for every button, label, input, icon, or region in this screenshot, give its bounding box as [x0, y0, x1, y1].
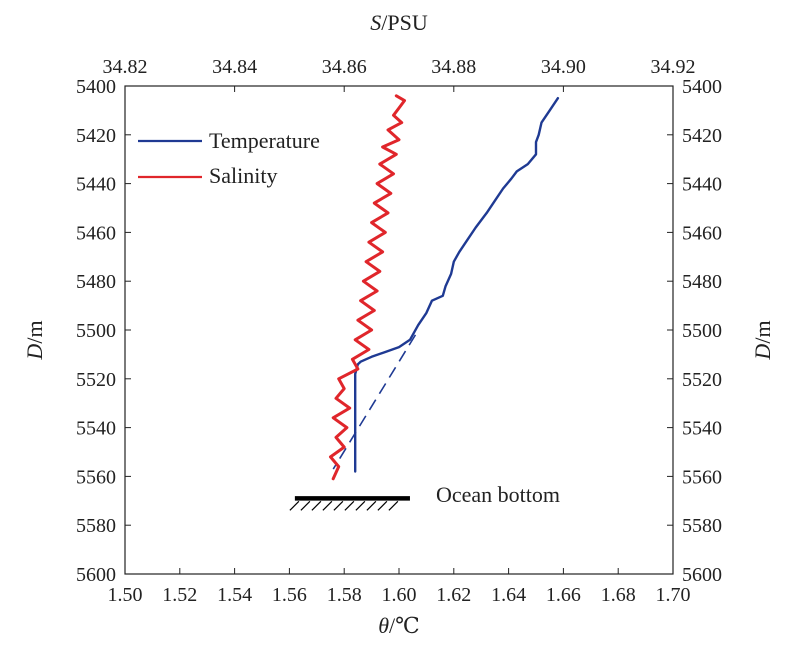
bottom-tick-label: 1.68 — [601, 584, 636, 606]
temperature-series-line — [354, 97, 560, 473]
top-tick-label: 34.88 — [431, 56, 476, 78]
right-tick-label: 5580 — [682, 515, 722, 537]
ocean-bottom-hatch — [366, 500, 377, 511]
left-tick-label: 5420 — [76, 125, 116, 147]
right-tick-label: 5440 — [682, 174, 722, 196]
bottom-tick-label: 1.56 — [272, 584, 307, 606]
right-axis-title: D/m — [750, 320, 775, 360]
bottom-tick-label: 1.52 — [162, 584, 197, 606]
bottom-axis-title: θ/℃ — [378, 613, 420, 638]
left-tick-label: 5400 — [76, 76, 116, 98]
ocean-bottom-marker — [289, 496, 410, 511]
right-tick-label: 5400 — [682, 76, 722, 98]
bottom-tick-label: 1.64 — [491, 584, 526, 606]
left-tick-label: 5500 — [76, 320, 116, 342]
bottom-tick-label: 1.70 — [656, 584, 691, 606]
left-axis-title: D/m — [22, 320, 47, 360]
right-tick-label: 5460 — [682, 222, 722, 244]
legend-label-temperature: Temperature — [209, 128, 320, 153]
bottom-tick-label: 1.66 — [546, 584, 581, 606]
ocean-bottom-hatch — [311, 500, 322, 511]
left-tick-label: 5480 — [76, 271, 116, 293]
ticks-layer: 1.50 1.52 1.54 1.56 1.58 1.60 1.62 1.64 1.66 1.68… — [76, 56, 722, 606]
top-tick-label: 34.92 — [651, 56, 696, 78]
ocean-bottom-hatch — [355, 500, 366, 511]
left-tick-label: 5580 — [76, 515, 116, 537]
right-tick-label: 5600 — [682, 564, 722, 586]
right-tick-label: 5560 — [682, 466, 722, 488]
top-tick-label: 34.90 — [541, 56, 586, 78]
ocean-bottom-hatch — [322, 500, 333, 511]
plot-frame — [124, 85, 674, 575]
bottom-tick-label: 1.54 — [217, 584, 252, 606]
top-axis-title: S/PSU — [370, 10, 428, 35]
right-tick-label: 5420 — [682, 125, 722, 147]
right-tick-label: 5500 — [682, 320, 722, 342]
ocean-bottom-hatch — [333, 500, 344, 511]
top-tick-label: 34.82 — [103, 56, 148, 78]
legend: Temperature Salinity — [138, 128, 320, 188]
series-layer — [329, 94, 560, 481]
left-tick-label: 5440 — [76, 174, 116, 196]
left-tick-label: 5560 — [76, 466, 116, 488]
ocean-bottom-hatch — [289, 500, 300, 511]
bottom-tick-label: 1.50 — [108, 584, 143, 606]
right-tick-label: 5540 — [682, 418, 722, 440]
ocean-bottom-hatch — [344, 500, 355, 511]
left-tick-label: 5460 — [76, 222, 116, 244]
ocean-bottom-hatch — [388, 500, 399, 511]
bottom-tick-label: 1.58 — [327, 584, 362, 606]
bottom-tick-label: 1.62 — [436, 584, 471, 606]
top-tick-label: 34.86 — [322, 56, 367, 78]
legend-label-salinity: Salinity — [209, 163, 277, 188]
ocean-bottom-label: Ocean bottom — [436, 482, 560, 507]
bottom-tick-label: 1.60 — [382, 584, 417, 606]
ocean-bottom-hatch — [377, 500, 388, 511]
left-tick-label: 5540 — [76, 418, 116, 440]
left-tick-label: 5520 — [76, 369, 116, 391]
top-tick-label: 34.84 — [212, 56, 257, 78]
temperature-trend-dashed-line — [332, 334, 417, 470]
salinity-series-line — [329, 94, 406, 481]
right-tick-label: 5480 — [682, 271, 722, 293]
ocean-bottom-hatch — [300, 500, 311, 511]
left-tick-label: 5600 — [76, 564, 116, 586]
right-tick-label: 5520 — [682, 369, 722, 391]
